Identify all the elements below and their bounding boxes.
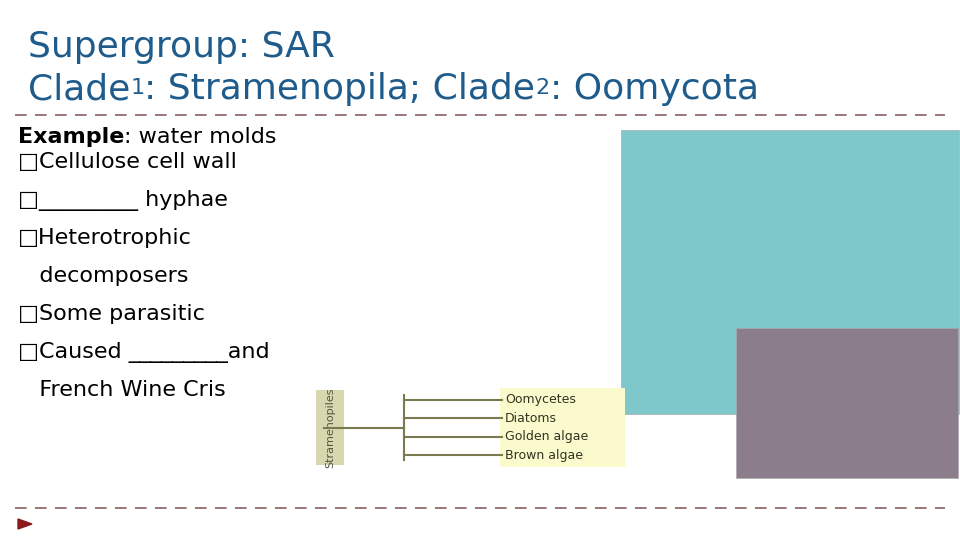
- FancyBboxPatch shape: [621, 130, 959, 414]
- Text: Supergroup: SAR: Supergroup: SAR: [28, 30, 335, 64]
- Text: 2: 2: [536, 78, 550, 98]
- Text: French Wine Cris: French Wine Cris: [18, 380, 226, 400]
- Text: 1: 1: [131, 78, 145, 98]
- FancyBboxPatch shape: [736, 328, 958, 478]
- Text: decomposers: decomposers: [18, 266, 188, 286]
- Polygon shape: [18, 519, 32, 529]
- Text: Golden algae: Golden algae: [505, 430, 588, 443]
- Text: □Some parasitic: □Some parasitic: [18, 304, 204, 324]
- Text: Oomycetes: Oomycetes: [505, 394, 576, 407]
- Text: : Oomycota: : Oomycota: [550, 72, 758, 106]
- Text: : water molds: : water molds: [125, 127, 276, 147]
- Text: Clade: Clade: [28, 72, 131, 106]
- FancyBboxPatch shape: [316, 390, 344, 465]
- FancyBboxPatch shape: [500, 388, 625, 467]
- Text: Brown algae: Brown algae: [505, 449, 583, 462]
- Text: : Stramenopila; Clade: : Stramenopila; Clade: [145, 72, 536, 106]
- Text: Example: Example: [18, 127, 125, 147]
- Text: □_________ hyphae: □_________ hyphae: [18, 190, 228, 211]
- Text: Stramenopiles: Stramenopiles: [325, 387, 335, 468]
- Text: □Caused _________and: □Caused _________and: [18, 342, 270, 363]
- Text: □Cellulose cell wall: □Cellulose cell wall: [18, 152, 237, 172]
- Text: Diatoms: Diatoms: [505, 412, 557, 425]
- Text: □Heterotrophic: □Heterotrophic: [18, 228, 192, 248]
